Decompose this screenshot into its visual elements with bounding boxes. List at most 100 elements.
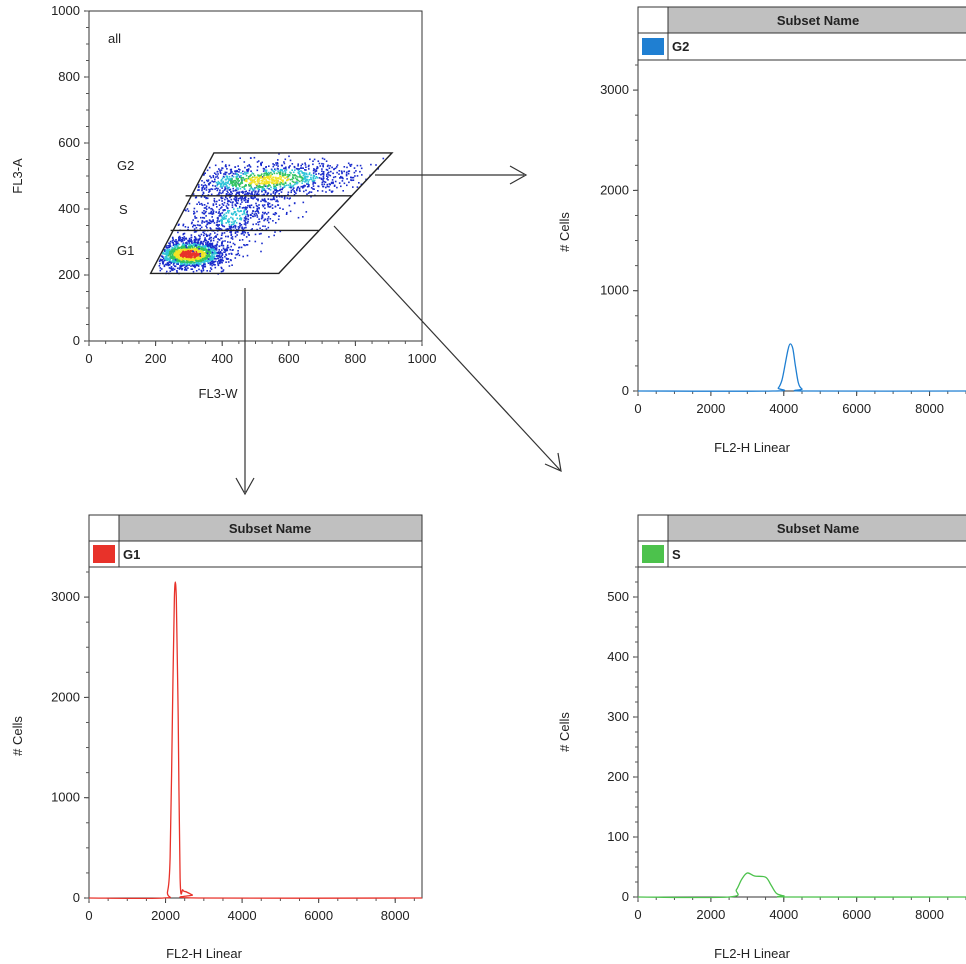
scatter-point (275, 178, 278, 180)
scatter-point (255, 198, 258, 200)
scatter-point (353, 167, 356, 169)
scatter-point (169, 240, 172, 243)
scatter-point (330, 170, 332, 173)
histogram-s-x-tick-label: 8000 (915, 907, 944, 922)
scatter-label-all: all (108, 31, 121, 46)
scatter-point (234, 232, 237, 234)
scatter-point (223, 201, 226, 204)
scatter-point (208, 234, 211, 237)
scatter-point (235, 200, 237, 202)
scatter-point (267, 226, 270, 229)
scatter-point (199, 257, 201, 259)
scatter-point (216, 217, 219, 219)
scatter-point (285, 176, 288, 178)
scatter-point (274, 205, 277, 208)
scatter-point (265, 180, 268, 183)
scatter-point (211, 220, 213, 223)
scatter-point (198, 268, 200, 271)
scatter-point (233, 180, 235, 182)
scatter-point (260, 200, 262, 203)
scatter-point (194, 243, 196, 245)
scatter-point (267, 176, 269, 179)
scatter-point (217, 261, 219, 263)
scatter-point (216, 233, 219, 236)
scatter-point (316, 177, 319, 179)
scatter-point (172, 244, 175, 247)
scatter-point (245, 184, 247, 187)
scatter-point (174, 261, 176, 264)
scatter-point (272, 165, 275, 168)
scatter-point (281, 164, 283, 167)
scatter-point (382, 157, 385, 160)
scatter-point (218, 204, 221, 206)
scatter-point (303, 184, 306, 187)
scatter-point (281, 188, 283, 191)
scatter-point (195, 217, 198, 219)
scatter-point (238, 184, 241, 186)
scatter-point (205, 215, 207, 217)
scatter-point (171, 261, 174, 263)
scatter-point (234, 220, 236, 222)
scatter-point (244, 188, 246, 190)
scatter-point (243, 234, 245, 236)
scatter-point (247, 168, 250, 171)
scatter-point (247, 197, 250, 200)
scatter-point (277, 165, 279, 167)
scatter-point (236, 195, 238, 198)
scatter-point (267, 217, 269, 220)
scatter-point (233, 198, 235, 200)
scatter-point (350, 176, 352, 179)
scatter-point (169, 253, 172, 256)
scatter-point (206, 197, 209, 200)
scatter-point (194, 245, 196, 248)
scatter-point (234, 170, 237, 172)
scatter-point (235, 184, 237, 186)
scatter-point (256, 214, 258, 217)
scatter-point (218, 239, 221, 241)
scatter-point (225, 249, 227, 252)
scatter-point (282, 208, 284, 210)
scatter-point (289, 184, 292, 187)
scatter-point (182, 248, 185, 251)
scatter-point (159, 267, 162, 269)
scatter-point (196, 244, 199, 247)
scatter-point (190, 268, 193, 270)
scatter-point (286, 211, 288, 214)
scatter-point (209, 245, 212, 247)
scatter-point (204, 196, 206, 198)
scatter-point (308, 179, 310, 181)
scatter-point (210, 261, 213, 263)
scatter-point (195, 256, 198, 259)
scatter-point (311, 180, 314, 182)
arrow-head-g1 (235, 477, 255, 496)
scatter-point (260, 173, 263, 175)
scatter-point (235, 177, 238, 180)
scatter-point (179, 259, 181, 262)
scatter-point (312, 176, 314, 179)
scatter-point (223, 232, 226, 234)
scatter-point (257, 212, 260, 214)
scatter-point (226, 185, 228, 187)
scatter-point (222, 183, 225, 185)
scatter-point (182, 253, 184, 255)
scatter-point (208, 191, 210, 193)
scatter-point (195, 227, 198, 229)
scatter-point (261, 189, 264, 191)
scatter-point (257, 177, 259, 180)
scatter-point (216, 183, 219, 186)
scatter-point (324, 181, 327, 183)
scatter-point (313, 168, 315, 170)
scatter-point (195, 250, 197, 253)
scatter-point (181, 254, 183, 257)
scatter-point (169, 256, 172, 259)
scatter-point (168, 242, 170, 244)
scatter-point (241, 239, 244, 241)
scatter-point (202, 212, 205, 215)
scatter-point (327, 164, 329, 167)
scatter-point (288, 186, 291, 189)
scatter-point (196, 253, 198, 255)
scatter-point (221, 261, 223, 264)
scatter-point (235, 197, 238, 200)
scatter-point (203, 234, 205, 237)
scatter-point (273, 179, 276, 182)
